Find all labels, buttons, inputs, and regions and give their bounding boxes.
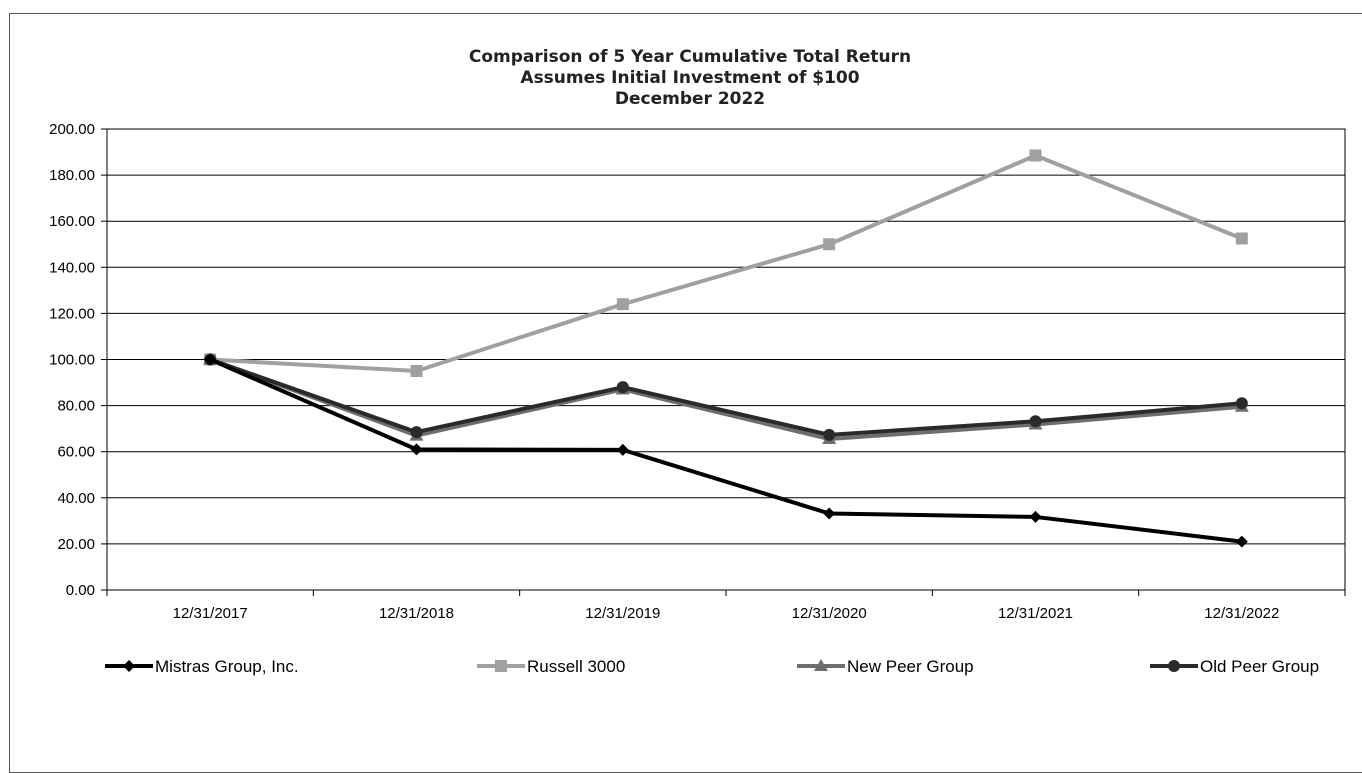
y-tick-label-0: 0.00 (66, 582, 95, 599)
data-point-russell-3000-4 (1029, 149, 1042, 162)
y-tick-label-9: 180.00 (49, 167, 95, 184)
series-mistras-group-inc (204, 353, 1248, 548)
legend-marker-mistras-group-inc (123, 660, 135, 672)
legend-marker-new-peer-group (814, 659, 828, 671)
chart-frame (9, 13, 1362, 773)
series-lines (203, 149, 1249, 548)
y-tick-label-1: 20.00 (57, 536, 95, 553)
x-tick-label-2: 12/31/2019 (585, 605, 660, 622)
x-tick-label-3: 12/31/2020 (792, 605, 867, 622)
y-tick-label-2: 40.00 (57, 490, 95, 507)
legend-label-russell-3000: Russell 3000 (527, 657, 625, 676)
series-line-mistras-group-inc (209, 357, 1243, 544)
axes (101, 128, 1346, 596)
line-chart: Comparison of 5 Year Cumulative Total Re… (49, 47, 1346, 676)
chart-title: Comparison of 5 Year Cumulative Total Re… (469, 47, 911, 109)
chart-title-line-1: Comparison of 5 Year Cumulative Total Re… (469, 47, 911, 67)
legend: Mistras Group, Inc. Russell 3000 New Peer … (105, 657, 1319, 676)
data-point-mistras-group-inc-4 (1029, 510, 1042, 523)
data-point-mistras-group-inc-3 (823, 507, 836, 520)
legend-label-new-peer-group: New Peer Group (847, 657, 974, 676)
data-point-russell-3000-5 (1235, 232, 1248, 245)
legend-item-mistras-group-inc: Mistras Group, Inc. (105, 657, 299, 676)
gridlines (107, 128, 1345, 591)
y-tick-label-4: 80.00 (57, 398, 95, 415)
data-point-russell-3000-2 (616, 298, 629, 311)
chart-title-line-2: Assumes Initial Investment of $100 (520, 68, 859, 88)
data-point-mistras-group-inc-5 (1235, 535, 1248, 548)
legend-item-old-peer-group: Old Peer Group (1150, 657, 1319, 676)
y-tick-label-3: 60.00 (57, 444, 95, 461)
data-point-old-peer-group-5 (1235, 397, 1248, 410)
series-line-russell-3000 (210, 153, 1243, 374)
legend-label-mistras-group-inc: Mistras Group, Inc. (155, 657, 299, 676)
y-tick-label-8: 160.00 (49, 213, 95, 230)
data-point-old-peer-group-4 (1029, 415, 1042, 428)
data-point-mistras-group-inc-2 (616, 443, 629, 456)
y-axis-tick-labels: 0.00 20.00 40.00 60.00 80.00 100.00 120.00 140.… (49, 121, 95, 599)
legend-item-new-peer-group: New Peer Group (797, 657, 974, 676)
x-tick-label-4: 12/31/2021 (998, 605, 1073, 622)
y-tick-label-5: 100.00 (49, 352, 95, 369)
chart-title-line-3: December 2022 (615, 89, 765, 109)
data-point-russell-3000-3 (823, 238, 836, 251)
data-point-mistras-group-inc-0 (204, 353, 217, 366)
series-russell-3000 (204, 149, 1248, 378)
series-line-new-peer-group (209, 357, 1243, 442)
y-tick-label-6: 120.00 (49, 305, 95, 322)
x-tick-label-0: 12/31/2017 (173, 605, 248, 622)
legend-item-russell-3000: Russell 3000 (477, 657, 625, 676)
series-line-old-peer-group (209, 357, 1243, 437)
data-point-old-peer-group-1 (410, 426, 423, 439)
x-tick-label-5: 12/31/2022 (1204, 605, 1279, 622)
x-tick-label-1: 12/31/2018 (379, 605, 454, 622)
data-point-old-peer-group-3 (823, 428, 836, 441)
data-point-mistras-group-inc-1 (410, 443, 423, 456)
legend-marker-russell-3000 (495, 660, 507, 672)
data-point-russell-3000-1 (410, 365, 423, 378)
y-tick-label-10: 200.00 (49, 121, 95, 138)
y-tick-label-7: 140.00 (49, 259, 95, 276)
legend-label-old-peer-group: Old Peer Group (1200, 657, 1319, 676)
data-point-old-peer-group-2 (616, 381, 629, 394)
x-axis-tick-labels: 12/31/2017 12/31/2018 12/31/2019 12/31/2020… (173, 605, 1280, 622)
legend-marker-old-peer-group (1168, 660, 1180, 672)
